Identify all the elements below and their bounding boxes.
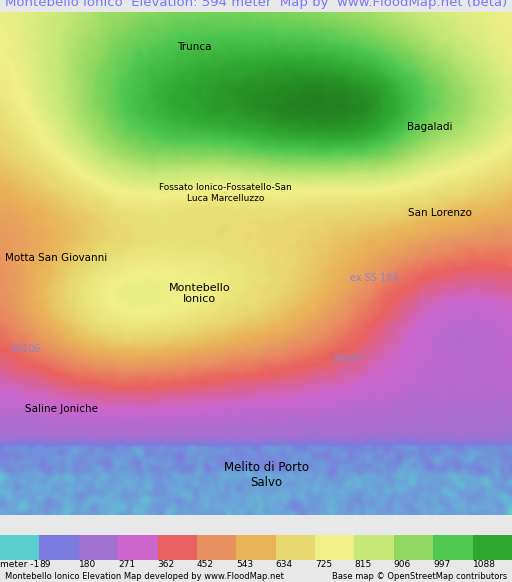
Text: 997: 997 <box>433 560 451 569</box>
Bar <box>354 535 394 560</box>
Text: Trunca: Trunca <box>177 42 212 52</box>
Text: Montebello
Ionico: Montebello Ionico <box>169 283 230 304</box>
Text: 543: 543 <box>237 560 253 569</box>
Bar <box>39 535 79 560</box>
Text: 271: 271 <box>118 560 135 569</box>
Bar <box>0 535 39 560</box>
Bar <box>394 535 433 560</box>
Text: 89: 89 <box>39 560 51 569</box>
Text: SS183: SS183 <box>333 354 364 364</box>
Text: Melito di Porto
Salvo: Melito di Porto Salvo <box>224 461 309 489</box>
Text: Fossato Ionico-Fossatello-San
Luca Marcelluzzo: Fossato Ionico-Fossatello-San Luca Marce… <box>159 183 292 203</box>
Text: Bagaladi: Bagaladi <box>408 122 453 133</box>
Text: Saline Joniche: Saline Joniche <box>25 404 98 414</box>
Text: 1088: 1088 <box>473 560 496 569</box>
Text: Montebello Ionico Elevation Map developed by www.FloodMap.net: Montebello Ionico Elevation Map develope… <box>5 572 284 581</box>
Text: 362: 362 <box>158 560 175 569</box>
Text: 452: 452 <box>197 560 214 569</box>
Bar <box>79 535 118 560</box>
Text: SS106: SS106 <box>10 344 41 354</box>
Bar <box>315 535 354 560</box>
Bar <box>433 535 473 560</box>
Bar <box>473 535 512 560</box>
Text: meter -1: meter -1 <box>0 560 39 569</box>
Text: 634: 634 <box>275 560 293 569</box>
Text: 180: 180 <box>79 560 96 569</box>
Text: Base map © OpenStreetMap contributors: Base map © OpenStreetMap contributors <box>332 572 507 581</box>
Bar <box>197 535 237 560</box>
Bar <box>237 535 275 560</box>
Text: ex SS 183: ex SS 183 <box>350 274 398 283</box>
Text: Motta San Giovanni: Motta San Giovanni <box>5 253 108 263</box>
Text: San Lorenzo: San Lorenzo <box>409 208 472 218</box>
Text: 906: 906 <box>394 560 411 569</box>
Text: 815: 815 <box>354 560 372 569</box>
Text: Montebello Ionico  Elevation: 594 meter  Map by  www.FloodMap.net (beta): Montebello Ionico Elevation: 594 meter M… <box>5 0 507 9</box>
Bar <box>118 535 158 560</box>
Bar <box>275 535 315 560</box>
Text: 725: 725 <box>315 560 332 569</box>
Bar <box>158 535 197 560</box>
